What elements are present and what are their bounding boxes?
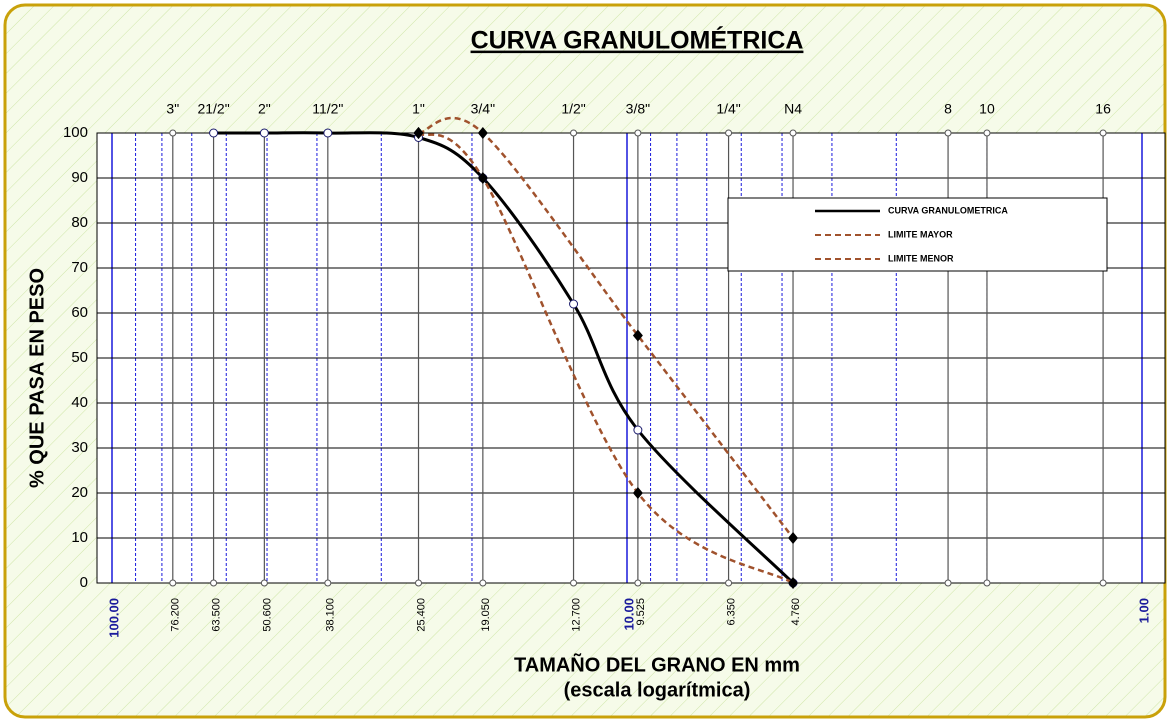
sieve-bottom-marker xyxy=(169,579,177,587)
sieve-label: 3" xyxy=(166,101,179,117)
data-point xyxy=(788,577,799,589)
sieve-top-marker xyxy=(789,129,797,137)
sieve-top-marker xyxy=(983,129,991,137)
y-tick-label: 30 xyxy=(71,439,88,456)
data-point xyxy=(477,172,488,184)
sieve-top-marker xyxy=(570,129,578,137)
y-tick-label: 50 xyxy=(71,349,88,366)
sieve-size-label: 38.100 xyxy=(325,598,337,632)
grid xyxy=(97,132,1165,584)
sieve-size-label: 63.500 xyxy=(210,598,222,632)
legend-label: CURVA GRANULOMETRICA xyxy=(888,205,1008,215)
sieve-label: 1" xyxy=(412,101,425,117)
sieve-label: 8 xyxy=(944,101,952,117)
legend-label: LIMITE MENOR xyxy=(888,253,954,263)
sieve-label: 3/4" xyxy=(471,101,495,117)
sieve-bottom-marker xyxy=(725,579,733,587)
sieve-size-label: 9.525 xyxy=(635,598,647,626)
sieve-bottom-marker xyxy=(944,579,952,587)
sieve-size-label: 6.350 xyxy=(725,598,737,626)
sieve-bottom-marker xyxy=(479,579,487,587)
data-point xyxy=(323,128,333,138)
sieve-label: 10 xyxy=(979,101,995,117)
sieve-label: 1/4" xyxy=(716,101,740,117)
data-point xyxy=(632,487,643,499)
data-point xyxy=(633,425,643,435)
sieve-size-label: 76.200 xyxy=(170,598,182,632)
sieve-bottom-marker xyxy=(324,579,332,587)
y-axis-label: % QUE PASA EN PESO xyxy=(26,268,48,488)
sieve-bottom-marker xyxy=(570,579,578,587)
data-point xyxy=(569,299,579,309)
sieve-size-label: 50.600 xyxy=(261,598,273,632)
sieve-label: 16 xyxy=(1095,101,1111,117)
sieve-top-marker xyxy=(634,129,642,137)
sieve-size-label: 4.760 xyxy=(790,598,802,626)
series-line xyxy=(417,131,794,585)
series-line xyxy=(213,131,795,585)
sieve-bottom-marker xyxy=(983,579,991,587)
sieve-bottom-marker xyxy=(415,579,423,587)
y-tick-label: 40 xyxy=(71,394,88,411)
data-point xyxy=(632,329,643,342)
x-axis-note: (escala logarítmica) xyxy=(564,679,751,701)
data-point xyxy=(477,127,488,139)
sieve-size-label: 25.400 xyxy=(415,598,427,632)
sieve-bottom-marker xyxy=(634,579,642,587)
sieve-label: 1/2" xyxy=(561,101,585,117)
chart-title: CURVA GRANULOMÉTRICA xyxy=(471,26,804,55)
sieve-label: 21/2" xyxy=(197,101,229,117)
sieve-bottom-marker xyxy=(1099,579,1107,587)
sieve-top-marker xyxy=(944,129,952,137)
y-tick-label: 70 xyxy=(71,259,88,276)
x-axis-label: TAMAÑO DEL GRANO EN mm xyxy=(514,653,800,676)
sieve-bottom-marker xyxy=(210,579,218,587)
sieve-top-marker xyxy=(169,129,177,137)
series-line xyxy=(418,116,795,539)
y-tick-label: 0 xyxy=(80,574,88,591)
y-tick-label: 20 xyxy=(71,484,88,501)
x-tick-label: 10.00 xyxy=(621,598,636,631)
data-point xyxy=(413,127,424,139)
sieve-label: 2" xyxy=(258,101,271,117)
legend: CURVA GRANULOMETRICA LIMITE MAYOR LIMITE M… xyxy=(727,197,1108,272)
y-tick-label: 60 xyxy=(71,304,88,321)
legend-box xyxy=(727,197,1108,272)
data-point xyxy=(788,532,799,544)
data-point xyxy=(259,128,269,138)
sieve-size-label: 12.700 xyxy=(570,598,582,632)
x-tick-label: 100.00 xyxy=(106,598,121,638)
sieve-size-label: 19.050 xyxy=(480,598,492,632)
sieve-label: 11/2" xyxy=(312,101,343,117)
sieve-top-marker xyxy=(725,129,733,137)
sieve-label: N4 xyxy=(784,101,802,117)
y-tick-label: 80 xyxy=(71,214,88,231)
y-tick-label: 90 xyxy=(71,169,88,186)
sieve-bottom-marker xyxy=(260,579,268,587)
y-tick-label: 10 xyxy=(71,529,88,546)
sieve-label: 3/8" xyxy=(626,101,650,117)
legend-label: LIMITE MAYOR xyxy=(888,229,953,239)
data-point xyxy=(209,128,219,138)
y-tick-label: 100 xyxy=(63,124,88,141)
sieve-top-marker xyxy=(1099,129,1107,137)
x-tick-label: 1.00 xyxy=(1136,598,1151,623)
